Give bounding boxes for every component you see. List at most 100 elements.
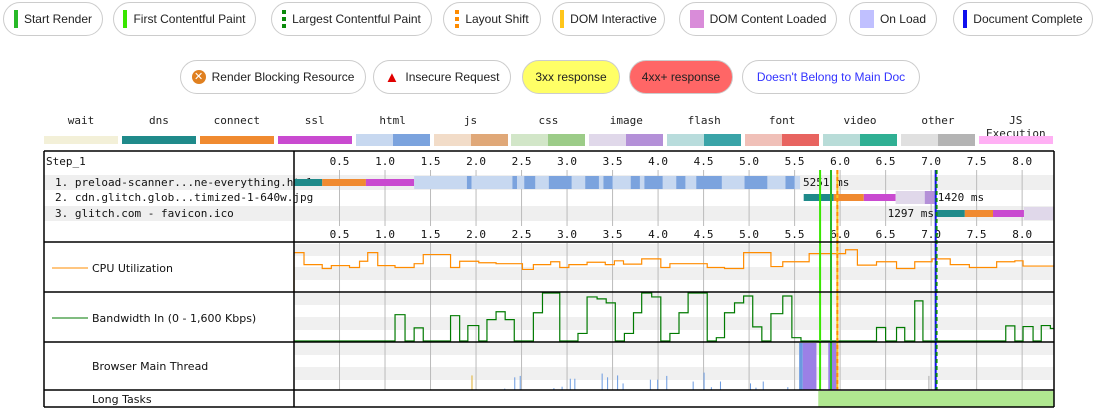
dns-bar <box>935 210 965 217</box>
marker-swatch <box>123 10 128 28</box>
request-row[interactable]: 3. glitch.com - favicon.ico 1297 ms <box>55 207 1054 220</box>
marker-swatch <box>689 10 704 28</box>
legend-label: On Load <box>879 12 927 26</box>
main-thread-spike <box>719 381 721 390</box>
main-thread-spike <box>471 375 473 390</box>
tick-label-bottom: 5.5 <box>785 228 805 241</box>
key-label: html <box>379 114 406 127</box>
tick-label-top: 3.0 <box>557 155 577 168</box>
panel-band <box>294 267 1054 280</box>
legend-label: Largest Contentful Paint <box>292 12 421 26</box>
data-chunk <box>644 176 663 189</box>
tick-label-bottom: 1.0 <box>375 228 395 241</box>
download-bar <box>924 191 935 204</box>
main-thread-spike <box>928 375 930 390</box>
data-chunk <box>548 176 572 189</box>
key-swatch-image <box>589 134 664 146</box>
main-thread-block <box>799 343 803 390</box>
bandwidth-line <box>294 292 1054 342</box>
main-thread-spike <box>750 383 751 390</box>
legend-label: Document Complete <box>973 12 1083 26</box>
legend-dom-interactive: DOM Interactive <box>552 2 665 36</box>
key-label: other <box>921 114 955 127</box>
data-chunk <box>524 176 536 189</box>
main-thread-label: Browser Main Thread <box>92 360 208 373</box>
panel-band <box>294 293 1054 305</box>
legend-insecure-request: ▲ Insecure Request <box>373 60 511 94</box>
main-thread-spike <box>710 387 712 390</box>
marker-swatch <box>455 10 460 28</box>
tick-label-top: 5.5 <box>785 155 805 168</box>
step-label: Step_1 <box>46 155 86 168</box>
request-label[interactable]: 3. glitch.com - favicon.ico <box>55 207 234 220</box>
main-thread-spike <box>569 378 571 390</box>
marker-swatch <box>560 10 565 28</box>
long-task <box>818 391 1054 407</box>
key-label: wait <box>67 114 95 127</box>
tick-label-bottom: 3.0 <box>557 228 577 241</box>
long-tasks-label: Long Tasks <box>92 393 152 406</box>
download-bar <box>414 176 801 189</box>
marker-swatch <box>282 10 287 28</box>
tick-label-top: 6.5 <box>876 155 896 168</box>
tick-label-bottom: 0.5 <box>330 228 350 241</box>
panel-band <box>294 317 1054 330</box>
data-chunk <box>676 176 686 189</box>
tick-label-bottom: 4.0 <box>648 228 668 241</box>
data-chunk <box>744 176 768 189</box>
duration-label: 1297 ms <box>888 207 934 220</box>
key-swatch-js <box>433 134 508 146</box>
data-chunk <box>512 176 517 189</box>
legend-label: First Contentful Paint <box>133 12 246 26</box>
dns-bar <box>803 194 834 201</box>
tick-label-bottom: 5.0 <box>739 228 759 241</box>
request-row[interactable]: 1. preload-scanner...ne-everything.html 5… <box>55 176 849 189</box>
legend-first-contentful-paint: First Contentful Paint <box>113 2 256 36</box>
main-thread-spike <box>553 388 555 390</box>
legend-label: Layout Shift <box>465 12 529 26</box>
key-swatch-connect <box>199 136 274 144</box>
legend-document-complete: Document Complete <box>953 2 1093 36</box>
data-chunk <box>585 176 599 189</box>
tick-label-top: 4.5 <box>694 155 714 168</box>
row-shade <box>44 175 1054 190</box>
marker-swatch <box>963 10 968 28</box>
main-thread-block <box>802 343 817 390</box>
main-thread-spike <box>649 379 651 390</box>
key-label: connect <box>213 114 260 127</box>
tick-label-bottom: 1.5 <box>421 228 441 241</box>
panel-band <box>294 367 1054 380</box>
request-label[interactable]: 2. cdn.glitch.glob...timized-1-640w.jpg <box>55 191 313 204</box>
key-swatch-video <box>823 134 897 146</box>
marker-swatch <box>859 10 874 28</box>
legend-render-blocking-resource: ✕ Render Blocking Resource <box>180 60 366 94</box>
key-label: css <box>538 114 559 127</box>
main-thread-spike <box>666 375 668 390</box>
request-row[interactable]: 2. cdn.glitch.glob...timized-1-640w.jpg 1… <box>55 191 984 204</box>
legend-dom-content-loaded: DOM Content Loaded <box>679 2 837 36</box>
data-chunk <box>466 176 472 189</box>
legend-label: Start Render <box>23 12 93 26</box>
main-thread-spike <box>657 379 659 390</box>
panel-band <box>294 244 1054 256</box>
main-thread-spike <box>504 388 506 390</box>
request-label[interactable]: 1. preload-scanner...ne-everything.html <box>55 176 313 189</box>
tick-label-top: 2.0 <box>466 155 486 168</box>
main-thread-spike <box>762 381 764 390</box>
key-swatch-font <box>745 134 820 146</box>
main-thread-spike <box>703 372 705 390</box>
main-thread-spike <box>574 378 576 390</box>
main-thread-spike <box>622 383 624 390</box>
key-label: flash <box>687 114 721 127</box>
dns-bar <box>294 179 323 186</box>
legend-label: Insecure Request <box>405 70 500 84</box>
ssl-bar <box>863 194 896 201</box>
tick-label-top: 4.0 <box>648 155 668 168</box>
key-label: video <box>843 114 877 127</box>
cpu-line <box>293 249 1055 292</box>
connect-bar <box>833 194 864 201</box>
tick-label-bottom: 4.5 <box>694 228 714 241</box>
render-blocking-icon: ✕ <box>191 70 206 84</box>
key-swatch-js-execution <box>978 136 1053 144</box>
connect-bar <box>964 210 994 217</box>
